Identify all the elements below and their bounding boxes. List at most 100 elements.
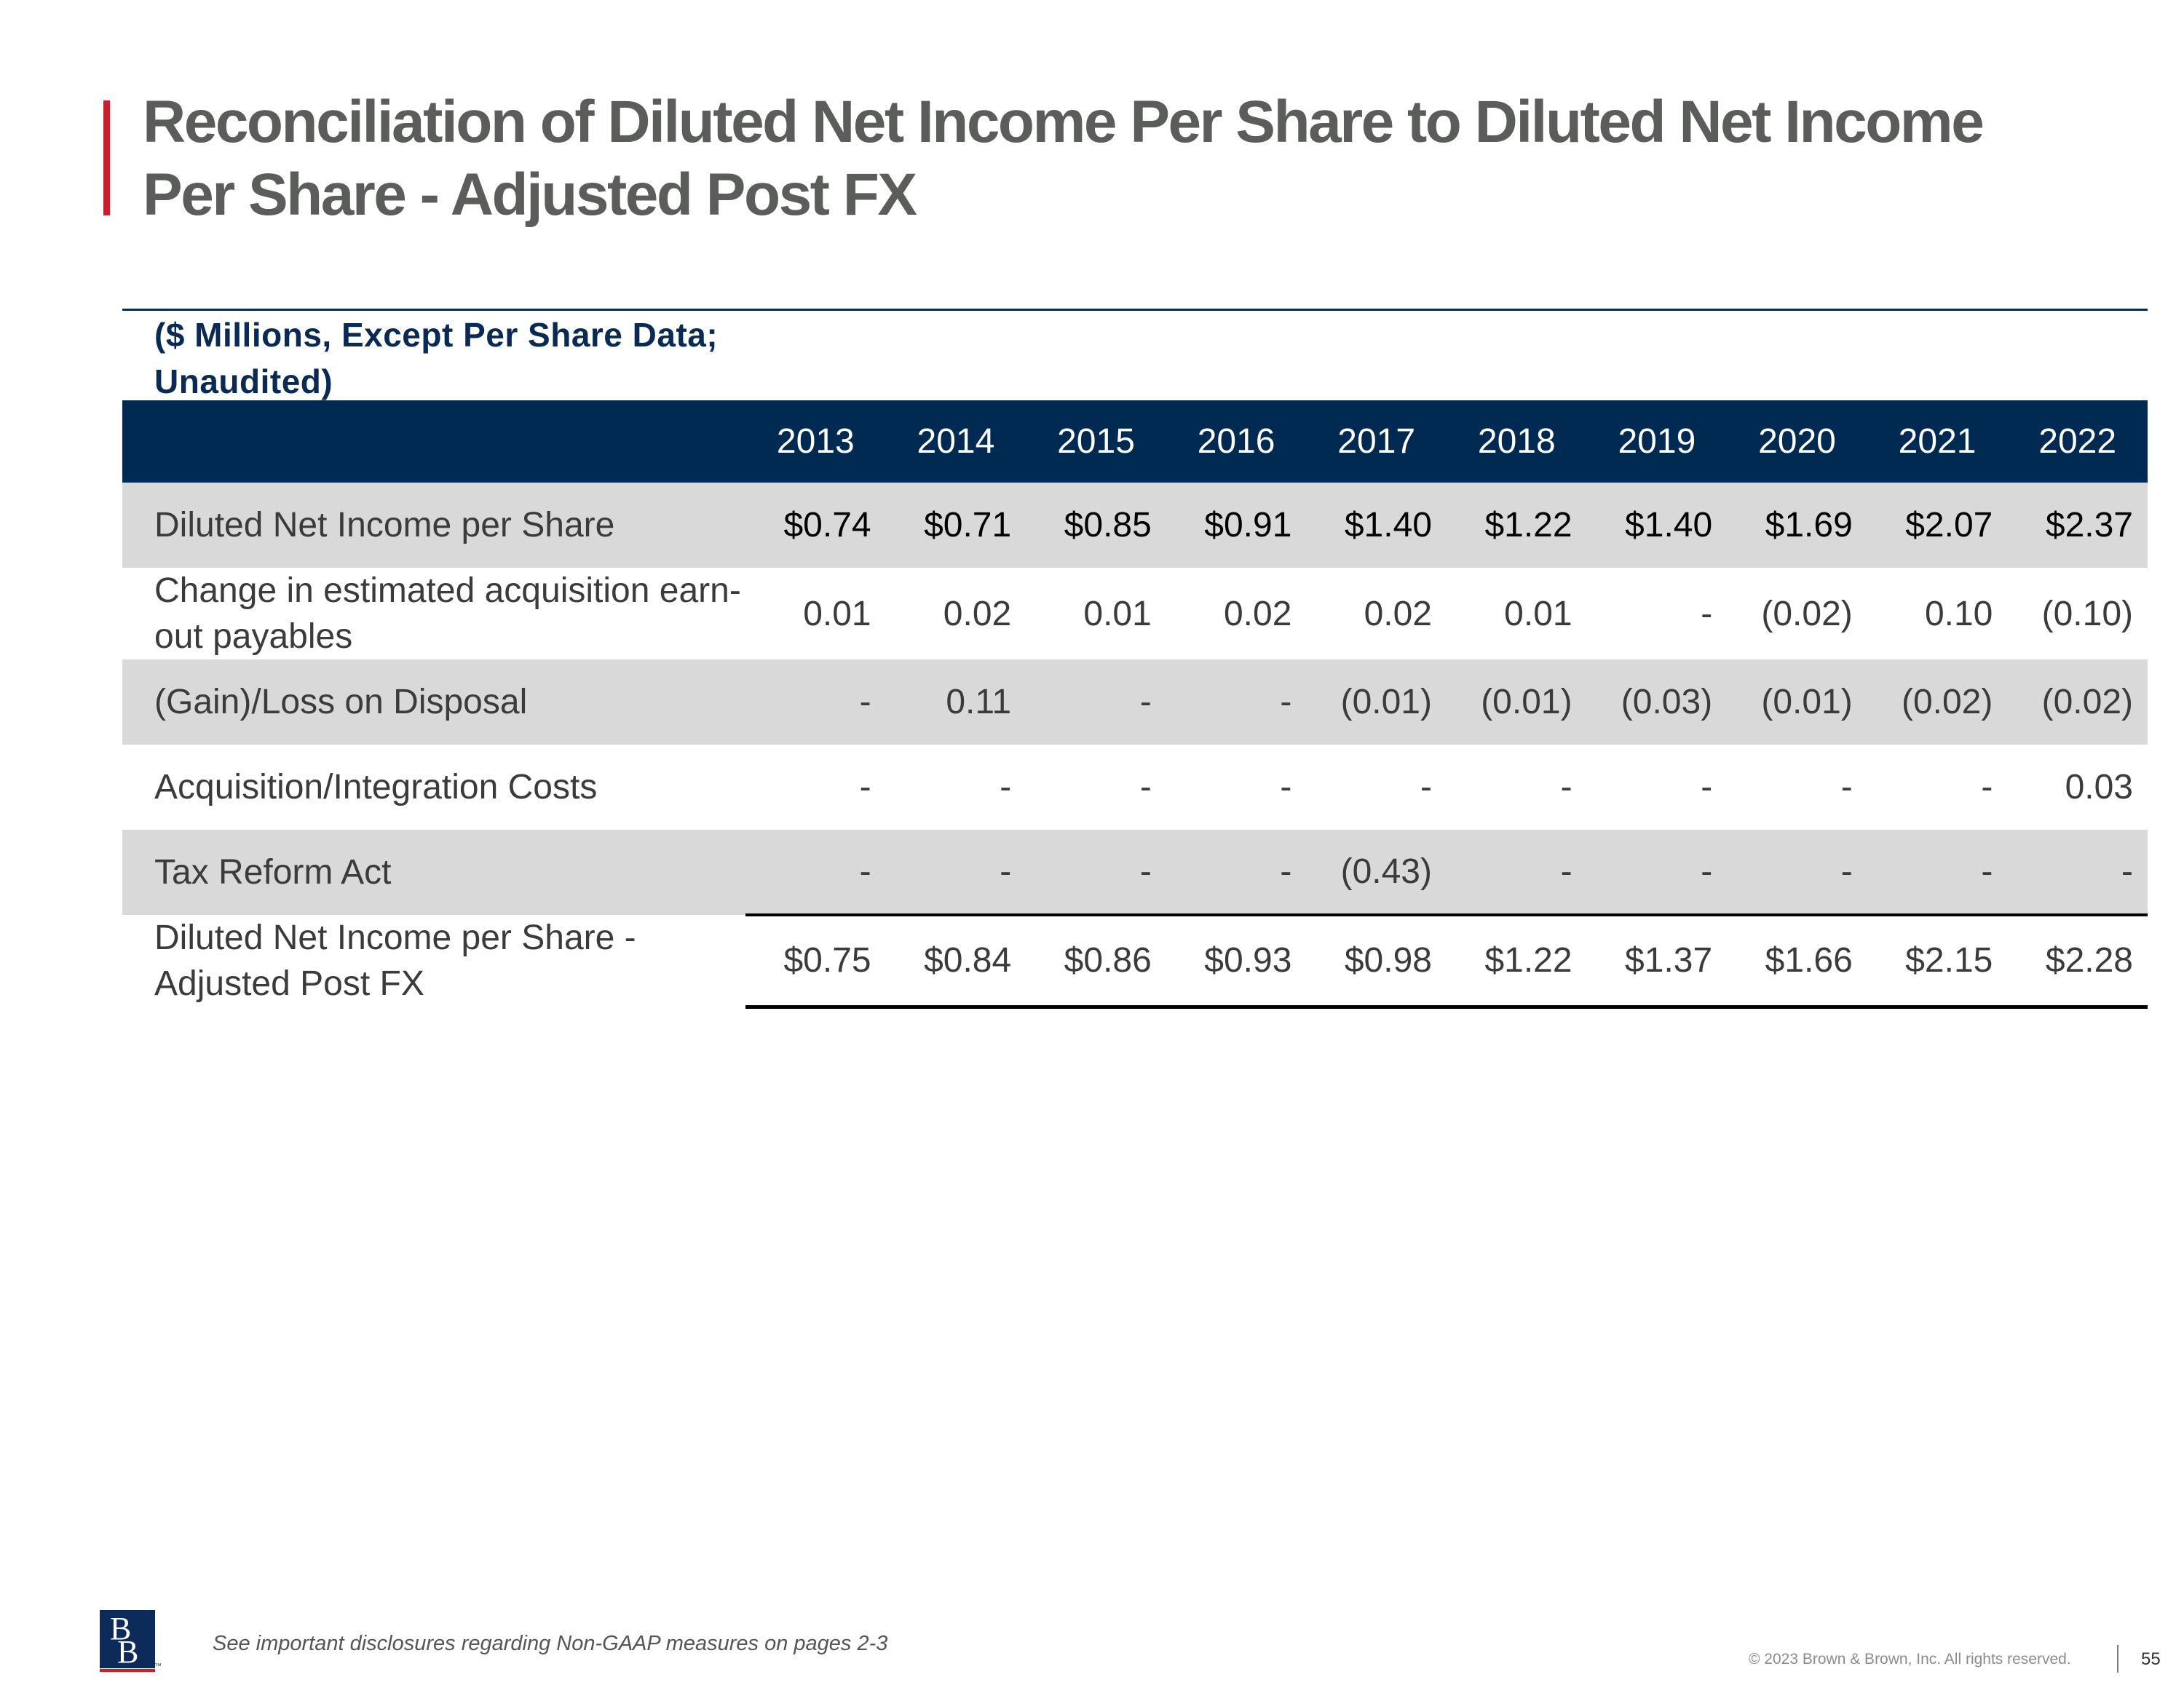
row-label: Diluted Net Income per Share (154, 506, 615, 544)
table-cell: - (1981, 768, 1993, 806)
table-cell: $0.98 (1306, 913, 1447, 1009)
table-cell: $2.28 (2007, 913, 2148, 1009)
table-cell: - (859, 683, 871, 721)
table-cell: $1.40 (1625, 506, 1713, 544)
table-cell: (0.01) (1761, 683, 1853, 721)
table-cell: (0.03) (1621, 683, 1713, 721)
year-header: 2013 (776, 422, 855, 461)
table-cell: $0.86 (1026, 913, 1166, 1009)
table-cell: - (1280, 683, 1292, 721)
table-cell: $0.74 (783, 506, 871, 544)
table-cell: $2.15 (1867, 913, 2008, 1009)
table-row-adjusted-total: Diluted Net Income per Share - Adjusted … (122, 913, 2148, 1009)
table-cell: $0.91 (1204, 506, 1292, 544)
table-cell: - (1701, 594, 1713, 633)
table-cell: $0.71 (924, 506, 1012, 544)
table-top-rule (122, 309, 2148, 311)
table-row-acquisition-costs: Acquisition/Integration Costs - - - - - … (122, 745, 2148, 830)
table-cell: $0.85 (1064, 506, 1152, 544)
page-number: 55 (2141, 1649, 2161, 1669)
table-cell: $1.69 (1765, 506, 1853, 544)
table-cell: - (859, 852, 871, 891)
disclosure-note: See important disclosures regarding Non-… (213, 1632, 888, 1655)
year-header: 2020 (1758, 422, 1836, 461)
row-label: Acquisition/Integration Costs (154, 768, 598, 806)
table-cell: $2.07 (1905, 506, 1993, 544)
table-row-diluted-net-income: Diluted Net Income per Share $0.74 $0.71… (122, 483, 2148, 568)
table-cell: $0.84 (885, 913, 1026, 1009)
table-cell: - (1840, 852, 1853, 891)
table-row-gain-loss-disposal: (Gain)/Loss on Disposal - 0.11 - - (0.01… (122, 659, 2148, 745)
copyright-text: © 2023 Brown & Brown, Inc. All rights re… (1749, 1651, 2071, 1668)
units-note: ($ Millions, Except Per Share Data; Unau… (154, 316, 719, 400)
page-title: Reconciliation of Diluted Net Income Per… (143, 86, 2108, 231)
table-row-tax-reform: Tax Reform Act - - - - (0.43) - - - - - (122, 830, 2148, 915)
footer-divider (2117, 1645, 2118, 1673)
page-title-line-1: Reconciliation of Diluted Net Income Per… (143, 89, 1985, 155)
table-cell: 0.03 (2065, 768, 2133, 806)
table-cell: - (1139, 683, 1152, 721)
year-header: 2016 (1197, 422, 1275, 461)
table-cell: 0.11 (946, 683, 1012, 721)
logo-letter-b-top: B (110, 1611, 132, 1646)
brand-logo: B B (100, 1610, 155, 1670)
year-header: 2021 (1898, 422, 1977, 461)
table-cell: - (1560, 768, 1572, 806)
table-cell: 0.10 (1924, 594, 1993, 633)
table-cell: (0.01) (1340, 683, 1432, 721)
table-cell: 0.02 (943, 594, 1012, 633)
table-cell: - (1560, 852, 1572, 891)
table-cell: $2.37 (2045, 506, 2133, 544)
table-cell: - (1280, 852, 1292, 891)
logo-trademark: ™ (154, 1662, 162, 1670)
logo-letter-b-bottom: B (117, 1634, 139, 1670)
title-accent-bar (103, 100, 110, 215)
year-header: 2019 (1618, 422, 1696, 461)
table-cell: 0.01 (803, 594, 871, 633)
row-label: Tax Reform Act (154, 853, 392, 892)
page-title-line-2: Per Share - Adjusted Post FX (143, 162, 917, 228)
table-cell: (0.43) (1340, 852, 1432, 891)
table-cell: $1.40 (1344, 506, 1432, 544)
table-cell: - (1280, 768, 1292, 806)
table-cell: $0.75 (745, 913, 886, 1009)
table-cell: $1.37 (1586, 913, 1728, 1009)
year-header: 2017 (1337, 422, 1416, 461)
row-label: Change in estimated acquisition earn-out… (154, 571, 741, 656)
year-header: 2022 (2038, 422, 2117, 461)
table-cell: (0.10) (2041, 594, 2133, 633)
table-cell: - (1000, 768, 1012, 806)
reconciliation-table: 2013 2014 2015 2016 2017 2018 2019 2020 … (122, 400, 2148, 1009)
table-cell: - (859, 768, 871, 806)
table-cell: 0.02 (1364, 594, 1432, 633)
table-cell: - (1420, 768, 1432, 806)
year-header: 2015 (1057, 422, 1135, 461)
table-cell: 0.01 (1083, 594, 1152, 633)
table-cell: $1.22 (1446, 913, 1587, 1009)
logo-underline (100, 1669, 155, 1672)
table-cell: 0.01 (1504, 594, 1572, 633)
table-cell: $1.66 (1727, 913, 1867, 1009)
table-cell: $0.93 (1166, 913, 1307, 1009)
table-cell: - (1139, 768, 1152, 806)
table-cell: (0.01) (1481, 683, 1572, 721)
table-row-earn-out-payables: Change in estimated acquisition earn-out… (122, 568, 2148, 659)
row-label: (Gain)/Loss on Disposal (154, 683, 528, 721)
table-cell: (0.02) (1901, 683, 1993, 721)
table-cell: - (1701, 768, 1713, 806)
table-cell: $1.22 (1484, 506, 1572, 544)
row-label: Diluted Net Income per Share - Adjusted … (154, 919, 636, 1003)
table-cell: 0.02 (1223, 594, 1292, 633)
table-cell: - (2121, 852, 2133, 891)
year-header: 2018 (1477, 422, 1556, 461)
table-cell: - (1981, 852, 1993, 891)
table-cell: (0.02) (2041, 683, 2133, 721)
year-header: 2014 (917, 422, 995, 461)
table-cell: - (1840, 768, 1853, 806)
table-cell: - (1000, 852, 1012, 891)
header-blank-cell (122, 400, 745, 483)
table-cell: - (1139, 852, 1152, 891)
table-cell: (0.02) (1761, 594, 1853, 633)
table-cell: - (1701, 852, 1713, 891)
table-header-row: 2013 2014 2015 2016 2017 2018 2019 2020 … (122, 400, 2148, 483)
